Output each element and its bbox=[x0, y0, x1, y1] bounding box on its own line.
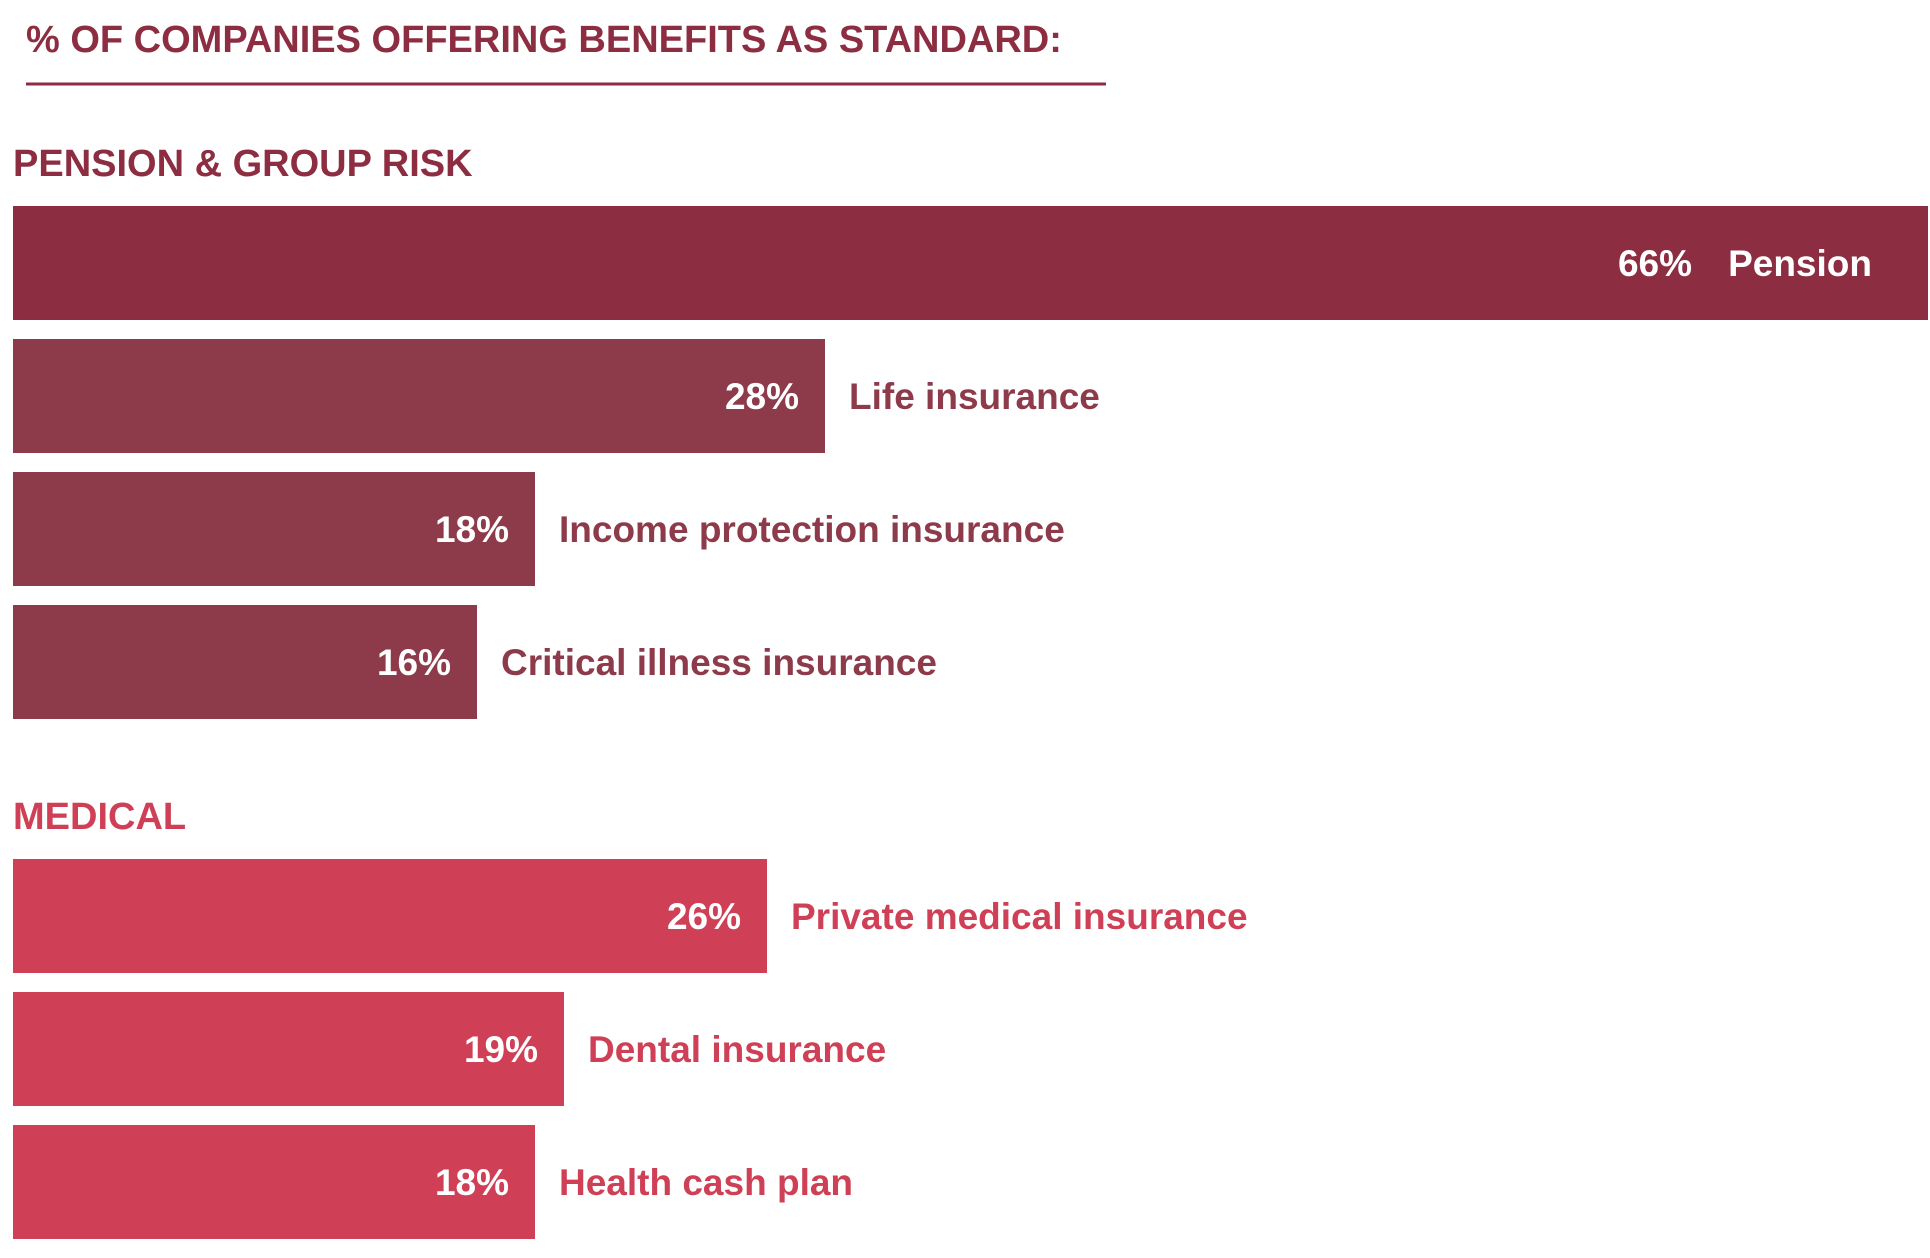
value-label: 19% bbox=[464, 1029, 538, 1070]
value-label: 26% bbox=[667, 896, 741, 937]
bar-group: PENSION & GROUP RISK 66% Pension 28% Life in… bbox=[13, 143, 1928, 719]
value-label: 16% bbox=[377, 642, 451, 683]
category-label: Life insurance bbox=[849, 376, 1100, 417]
chart-title: % OF COMPANIES OFFERING BENEFITS AS STAN… bbox=[26, 19, 1062, 61]
bar bbox=[13, 472, 535, 586]
category-label: Dental insurance bbox=[588, 1029, 886, 1070]
value-label: 66% bbox=[1618, 243, 1692, 284]
bar bbox=[13, 992, 564, 1106]
category-label: Health cash plan bbox=[559, 1162, 853, 1203]
group-heading: MEDICAL bbox=[13, 796, 186, 838]
value-label: 18% bbox=[435, 1162, 509, 1203]
category-label: Pension bbox=[1728, 243, 1872, 284]
category-label: Critical illness insurance bbox=[501, 642, 937, 683]
category-label: Private medical insurance bbox=[791, 896, 1248, 937]
bar bbox=[13, 206, 1928, 320]
bar bbox=[13, 605, 477, 719]
bar-group: MEDICAL 26% Private medical insurance 19% De… bbox=[13, 796, 1248, 1239]
bar bbox=[13, 1125, 535, 1239]
bar bbox=[13, 339, 825, 453]
bar-groups: PENSION & GROUP RISK 66% Pension 28% Life in… bbox=[13, 143, 1928, 1239]
bar bbox=[13, 859, 767, 973]
value-label: 28% bbox=[725, 376, 799, 417]
value-label: 18% bbox=[435, 509, 509, 550]
category-label: Income protection insurance bbox=[559, 509, 1065, 550]
group-heading: PENSION & GROUP RISK bbox=[13, 143, 473, 185]
